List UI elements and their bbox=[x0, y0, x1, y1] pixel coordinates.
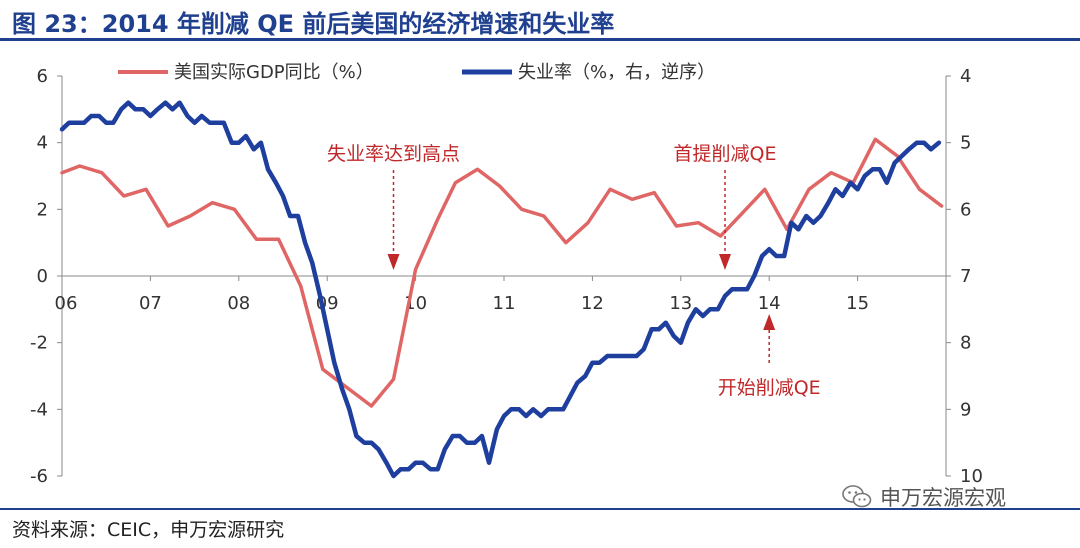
legend-label-unemployment: 失业率（%，右，逆序） bbox=[518, 62, 715, 83]
annotation-arrow-2 bbox=[763, 314, 776, 330]
annotation-label-2: 开始削减QE bbox=[718, 377, 821, 399]
annotation-arrow-1 bbox=[719, 254, 731, 270]
y-left-tick-label: -2 bbox=[30, 333, 48, 354]
chart-legend: 美国实际GDP同比（%） 失业率（%，右，逆序） bbox=[118, 62, 715, 83]
x-tick-label: 06 bbox=[55, 293, 78, 314]
x-tick-label: 08 bbox=[227, 293, 250, 314]
y-left-tick-label: 0 bbox=[37, 266, 48, 287]
y-left-tick-label: 4 bbox=[37, 133, 48, 154]
chart-series bbox=[59, 100, 944, 479]
watermark: 申万宏源宏观 bbox=[842, 482, 1006, 512]
x-tick-label: 12 bbox=[581, 293, 604, 314]
y-right-tick-label: 10 bbox=[960, 466, 983, 484]
figure-title: 图 23：2014 年削减 QE 前后美国的经济增速和失业率 bbox=[12, 10, 615, 38]
unemployment-series-line bbox=[59, 100, 942, 479]
wechat-icon bbox=[842, 485, 872, 508]
source-note: 资料来源：CEIC，申万宏源研究 bbox=[12, 519, 285, 541]
x-tick-label: 14 bbox=[758, 293, 781, 314]
y-right-tick-label: 5 bbox=[960, 133, 971, 154]
x-tick-label: 11 bbox=[493, 293, 516, 314]
gdp-series-line bbox=[60, 137, 944, 408]
y-right-tick-label: 6 bbox=[960, 199, 971, 220]
y-left-tick-label: -6 bbox=[30, 466, 48, 484]
y-left-tick-label: -4 bbox=[30, 399, 48, 420]
y-right-tick-label: 9 bbox=[960, 399, 971, 420]
y-right-tick-label: 4 bbox=[960, 66, 971, 87]
annotation-arrow-0 bbox=[387, 254, 400, 270]
y-right-tick-label: 8 bbox=[960, 333, 971, 354]
x-tick-label: 07 bbox=[139, 293, 162, 314]
bottom-divider bbox=[0, 508, 1080, 510]
y-left-tick-label: 2 bbox=[37, 199, 48, 220]
x-tick-label: 13 bbox=[669, 293, 692, 314]
annotation-label-0: 失业率达到高点 bbox=[327, 143, 460, 165]
title-divider bbox=[0, 38, 1080, 41]
annotation-label-1: 首提削减QE bbox=[674, 143, 777, 165]
watermark-text: 申万宏源宏观 bbox=[880, 486, 1006, 510]
chart-annotations: 失业率达到高点 首提削减QE 开始削减QE bbox=[327, 143, 821, 399]
y-left-tick-label: 6 bbox=[37, 66, 48, 87]
y-right-tick-label: 7 bbox=[960, 266, 971, 287]
x-tick-label: 15 bbox=[846, 293, 869, 314]
legend-label-gdp: 美国实际GDP同比（%） bbox=[174, 62, 374, 83]
